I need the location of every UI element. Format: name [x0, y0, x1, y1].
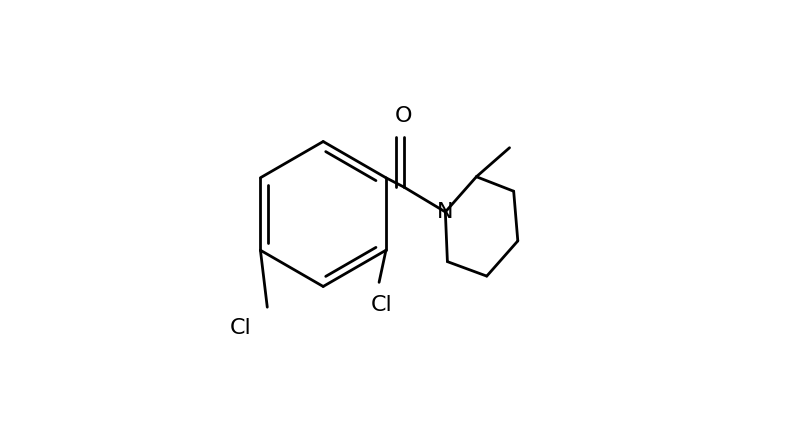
Text: N: N: [436, 202, 453, 222]
Text: O: O: [395, 106, 412, 126]
Text: Cl: Cl: [370, 295, 392, 315]
Text: Cl: Cl: [230, 318, 251, 338]
